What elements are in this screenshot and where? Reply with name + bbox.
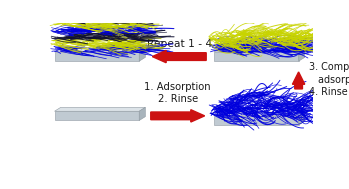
Text: 3. Complementary
   adsorption
4. Rinse: 3. Complementary adsorption 4. Rinse bbox=[309, 62, 349, 97]
Polygon shape bbox=[214, 116, 299, 125]
Polygon shape bbox=[299, 112, 305, 125]
Polygon shape bbox=[214, 112, 305, 116]
Polygon shape bbox=[214, 48, 305, 52]
Text: Repeat 1 - 4: Repeat 1 - 4 bbox=[147, 39, 212, 49]
Polygon shape bbox=[54, 111, 139, 120]
Polygon shape bbox=[139, 48, 146, 61]
Polygon shape bbox=[214, 52, 299, 61]
Polygon shape bbox=[54, 52, 139, 61]
FancyArrow shape bbox=[152, 50, 206, 63]
Polygon shape bbox=[54, 107, 146, 111]
FancyArrow shape bbox=[292, 72, 305, 89]
Text: 1. Adsorption
2. Rinse: 1. Adsorption 2. Rinse bbox=[144, 82, 211, 104]
Polygon shape bbox=[139, 107, 146, 120]
FancyArrow shape bbox=[151, 110, 205, 122]
Polygon shape bbox=[299, 48, 305, 61]
Polygon shape bbox=[54, 48, 146, 52]
